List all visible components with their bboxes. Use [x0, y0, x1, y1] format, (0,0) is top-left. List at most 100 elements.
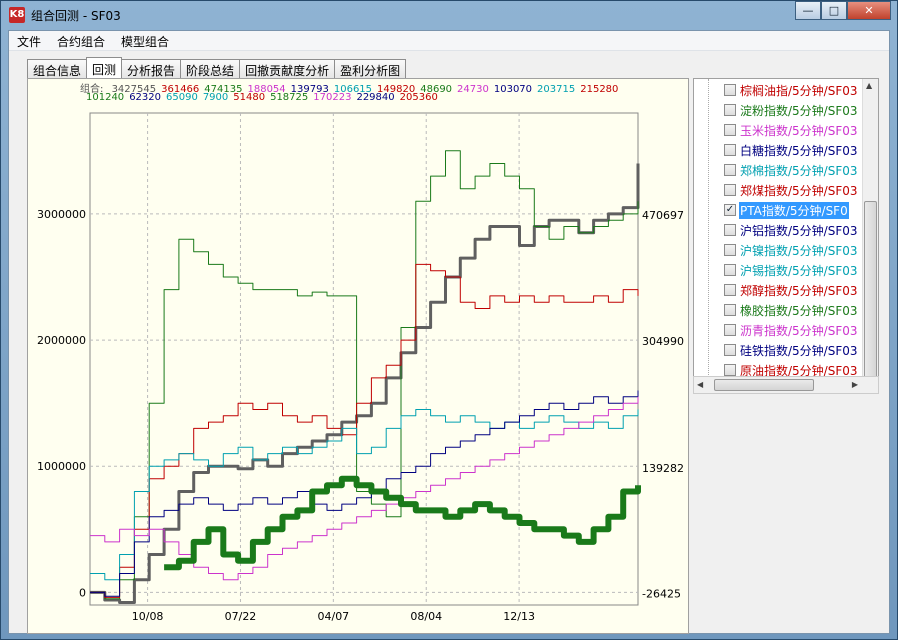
tree-item[interactable]: 郑煤指数/5分钟/SF03: [724, 181, 859, 199]
tree-item-checkbox[interactable]: [724, 184, 736, 196]
tree-item-checkbox[interactable]: [724, 284, 736, 296]
legend-value: 205360: [399, 92, 438, 103]
tree-item-checkbox[interactable]: [724, 144, 736, 156]
legend-value: 65090: [166, 92, 198, 103]
close-button[interactable]: ✕: [847, 1, 891, 20]
legend-prefix: 组合:: [80, 84, 104, 95]
tree-item-checkbox[interactable]: [724, 164, 736, 176]
tree-item-label: 白糖指数/5分钟/SF03: [740, 143, 858, 158]
menu-contract-portfolio[interactable]: 合约组合: [57, 35, 106, 49]
legend-value: 149820: [377, 84, 416, 95]
maximize-button[interactable]: □: [821, 1, 847, 20]
tree-item[interactable]: ✓ PTA指数/5分钟/SF0: [724, 201, 849, 219]
window-title: 组合回测 - SF03: [31, 9, 121, 23]
legend-row-1: 组合: 3427545 361466 474135 188054 139793 10661…: [80, 80, 623, 95]
tree-item-label: 沥青指数/5分钟/SF03: [740, 323, 858, 338]
tree-item-checkbox[interactable]: ✓: [724, 204, 736, 216]
x-tick-label: 04/07: [317, 610, 349, 623]
scroll-up-arrow-icon[interactable]: ▲: [866, 81, 873, 90]
tree-item-checkbox[interactable]: [724, 264, 736, 276]
legend-value: 62320: [129, 92, 161, 103]
tab-profit-chart[interactable]: 盈利分析图: [334, 59, 407, 79]
y-right-tick-label: 470697: [642, 209, 684, 222]
legend-value: 229840: [356, 92, 395, 103]
tree-item-label: 沪铝指数/5分钟/SF03: [740, 223, 858, 238]
tree-vertical-scrollbar[interactable]: ▲ ▼: [862, 79, 878, 393]
y-left-tick-label: 1000000: [37, 460, 86, 473]
legend-value: 106615: [333, 84, 373, 95]
legend-value: 3427545: [111, 84, 157, 95]
y-right-tick-label: 139282: [642, 462, 684, 475]
horizontal-scroll-thumb[interactable]: [714, 379, 814, 391]
tab-stage-summary[interactable]: 阶段总结: [180, 59, 241, 79]
series-line-5: [90, 396, 639, 581]
x-tick-label: 08/04: [410, 610, 442, 623]
tree-item-checkbox[interactable]: [724, 324, 736, 336]
legend-row-2: 101240 62320 65090 7900 51480 518725 170223 229…: [86, 92, 443, 103]
tree-item[interactable]: 郑醇指数/5分钟/SF03: [724, 281, 859, 299]
y-left-tick-label: 2000000: [37, 334, 86, 347]
legend-value: 361466: [161, 84, 200, 95]
client-area: 文件 合约组合 模型组合 组合信息 回测 分析报告 阶段总结 回撤贡献度分析 盈…: [8, 30, 890, 634]
tree-item-label: 橡胶指数/5分钟/SF03: [740, 303, 858, 318]
tree-item[interactable]: 沥青指数/5分钟/SF03: [724, 321, 859, 339]
tree-item-checkbox[interactable]: [724, 124, 736, 136]
tree-item-label: 淀粉指数/5分钟/SF03: [740, 103, 858, 118]
tree-item-label: 硅铁指数/5分钟/SF03: [740, 343, 858, 358]
tree-item[interactable]: 郑棉指数/5分钟/SF03: [724, 161, 859, 179]
tree-item[interactable]: 硅铁指数/5分钟/SF03: [724, 341, 859, 359]
series-line-0: [90, 163, 640, 604]
tree-item-checkbox[interactable]: [724, 304, 736, 316]
series-line-4: [90, 390, 639, 597]
tree-item[interactable]: 原油指数/5分钟/SF03: [724, 361, 859, 379]
x-tick-label: 10/08: [132, 610, 164, 623]
legend-value: 24730: [457, 84, 489, 95]
tree-item[interactable]: 橡胶指数/5分钟/SF03: [724, 301, 859, 319]
legend-value: 101240: [86, 92, 125, 103]
tree-item[interactable]: 沪镍指数/5分钟/SF03: [724, 241, 859, 259]
tree-item[interactable]: 棕榈油指/5分钟/SF03: [724, 81, 859, 99]
y-left-tick-label: 0: [79, 586, 86, 599]
tree-item-label: 郑醇指数/5分钟/SF03: [740, 283, 858, 298]
tab-analysis-report[interactable]: 分析报告: [121, 59, 182, 79]
tab-strip: 组合信息 回测 分析报告 阶段总结 回撤贡献度分析 盈利分析图: [27, 57, 407, 79]
scroll-left-arrow-icon[interactable]: ◀: [697, 380, 704, 389]
tree-item-label: 郑煤指数/5分钟/SF03: [740, 183, 858, 198]
legend-value: 188054: [247, 84, 286, 95]
scroll-right-arrow-icon[interactable]: ▶: [851, 380, 858, 389]
series-line-6: [164, 475, 641, 571]
tree-item-checkbox[interactable]: [724, 244, 736, 256]
tree-item-checkbox[interactable]: [724, 224, 736, 236]
minimize-button[interactable]: —: [795, 1, 821, 20]
tree-horizontal-scrollbar[interactable]: ◀ ▶: [693, 376, 879, 394]
tree-item[interactable]: 沪锡指数/5分钟/SF03: [724, 261, 859, 279]
tree-item-checkbox[interactable]: [724, 364, 736, 376]
legend-value: 139793: [290, 84, 329, 95]
instrument-tree: 棕榈油指/5分钟/SF03 淀粉指数/5分钟/SF03 玉米指数/5分钟/SF03 白…: [693, 78, 879, 394]
menu-file[interactable]: 文件: [17, 35, 42, 49]
tree-item-checkbox[interactable]: [724, 84, 736, 96]
title-bar[interactable]: K8 组合回测 - SF03 — □ ✕: [1, 1, 897, 29]
tree-item[interactable]: 沪铝指数/5分钟/SF03: [724, 221, 859, 239]
tree-item-checkbox[interactable]: [724, 344, 736, 356]
tree-item-label: 原油指数/5分钟/SF03: [740, 363, 858, 378]
vertical-scroll-thumb[interactable]: [864, 201, 877, 389]
tab-drawdown-contribution[interactable]: 回撤贡献度分析: [239, 59, 336, 79]
legend-value: 103070: [493, 84, 533, 95]
menu-model-portfolio[interactable]: 模型组合: [121, 35, 170, 49]
equity-line-chart: 3000000 2000000 1000000 0 470697 304990 139282…: [37, 112, 684, 623]
tree-item-checkbox[interactable]: [724, 104, 736, 116]
app-logo-icon: K8: [9, 7, 25, 23]
tab-portfolio-info[interactable]: 组合信息: [27, 59, 88, 79]
y-right-tick-label: 304990: [642, 335, 684, 348]
tree-item[interactable]: 玉米指数/5分钟/SF03: [724, 121, 859, 139]
tree-item[interactable]: 白糖指数/5分钟/SF03: [724, 141, 859, 159]
series-line-1: [90, 150, 639, 600]
tree-item-label: 棕榈油指/5分钟/SF03: [740, 83, 858, 98]
tab-backtest[interactable]: 回测: [86, 57, 123, 79]
tree-item[interactable]: 淀粉指数/5分钟/SF03: [724, 101, 859, 119]
y-left-tick-label: 3000000: [37, 208, 86, 221]
tree-item-label: 玉米指数/5分钟/SF03: [740, 123, 858, 138]
tree-item-label: 郑棉指数/5分钟/SF03: [740, 163, 858, 178]
equity-chart-panel: 组合: 3427545 361466 474135 188054 139793 10661…: [27, 78, 689, 634]
